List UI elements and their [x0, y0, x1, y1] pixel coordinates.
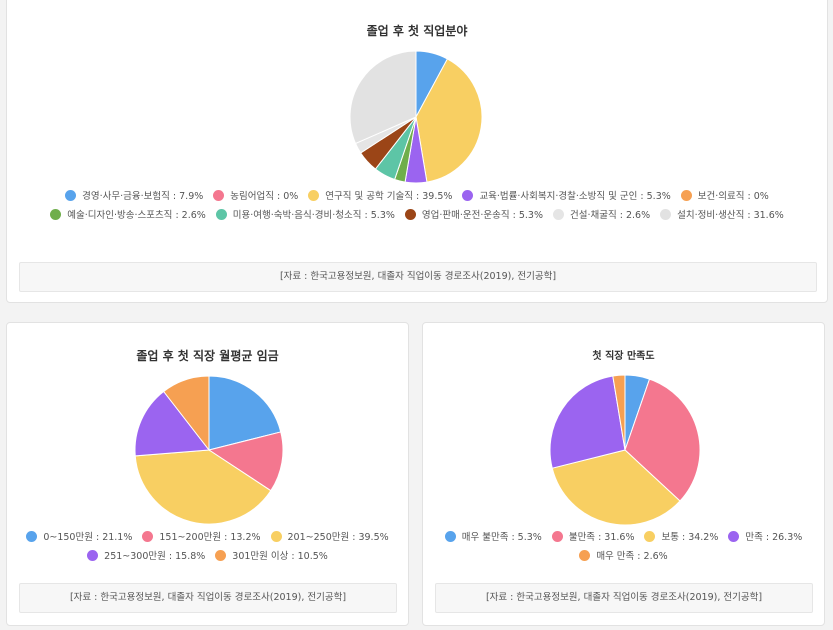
wage-legend: 0~150만원 : 21.1% 151~200만원 : 13.2% 201~250만…: [15, 528, 400, 566]
pie-slice-1: [207, 431, 284, 492]
satisfaction-pie: [549, 374, 701, 526]
legend-swatch-icon: [404, 209, 416, 220]
legend-swatch-icon: [644, 531, 656, 542]
legend-item-0: 경영·사무·금융·보험직 : 7.9%: [65, 187, 203, 206]
legend-swatch-icon: [65, 190, 77, 201]
legend-label: 불만족 : 31.6%: [568, 532, 635, 543]
legend-swatch-icon: [579, 550, 591, 561]
pie-slice-9: [349, 50, 417, 145]
legend-label: 251~300만원 : 15.8%: [104, 551, 206, 562]
occupation-pie: [349, 50, 483, 184]
legend-swatch-icon: [551, 531, 563, 542]
legend-item-9: 설치·정비·생산직 : 31.6%: [660, 206, 784, 225]
legend-swatch-icon: [142, 531, 154, 542]
legend-swatch-icon: [660, 209, 672, 220]
legend-label: 201~250만원 : 39.5%: [287, 532, 389, 543]
occupation-legend: 경영·사무·금융·보험직 : 7.9% 농림어업직 : 0% 연구직 및 공학 기술…: [15, 187, 819, 225]
legend-item-2: 연구직 및 공학 기술직 : 39.5%: [308, 187, 452, 206]
legend-label: 매우 불만족 : 5.3%: [461, 532, 542, 543]
legend-swatch-icon: [50, 209, 62, 220]
legend-swatch-icon: [215, 550, 227, 561]
chart-title: 졸업 후 첫 직업분야: [366, 24, 468, 38]
legend-item-1: 불만족 : 31.6%: [551, 528, 635, 547]
pie-slice-3: [134, 390, 210, 457]
legend-swatch-icon: [26, 531, 38, 542]
pie-slice-2: [551, 449, 681, 526]
legend-label: 농림어업직 : 0%: [230, 191, 299, 202]
legend-label: 301만원 이상 : 10.5%: [232, 551, 328, 562]
legend-label: 보통 : 34.2%: [661, 532, 719, 543]
legend-label: 매우 만족 : 2.6%: [596, 551, 668, 562]
chart-title: 첫 직장 만족도: [592, 351, 655, 362]
legend-item-4: 매우 만족 : 2.6%: [579, 547, 668, 566]
legend-swatch-icon: [213, 190, 225, 201]
legend-swatch-icon: [308, 190, 320, 201]
legend-item-2: 보통 : 34.2%: [644, 528, 718, 547]
legend-item-8: 건설·채굴직 : 2.6%: [553, 206, 650, 225]
pie-slice-3: [549, 375, 626, 469]
legend-item-2: 201~250만원 : 39.5%: [270, 528, 389, 547]
legend-label: 0~150만원 : 21.1%: [43, 532, 133, 543]
legend-swatch-icon: [553, 209, 565, 220]
pie-slice-4: [162, 375, 210, 452]
legend-label: 예술·디자인·방송·스포츠직 : 2.6%: [67, 210, 206, 221]
source-note: [자료 : 한국고용정보원, 대졸자 직업이동 경로조사(2019), 전기공학…: [19, 262, 817, 292]
pie-slice-0: [208, 375, 282, 451]
wage-pie: [134, 375, 284, 525]
pie-slice-2: [134, 449, 272, 525]
legend-label: 연구직 및 공학 기술직 : 39.5%: [325, 191, 453, 202]
legend-swatch-icon: [728, 531, 740, 542]
legend-label: 건설·채굴직 : 2.6%: [570, 210, 651, 221]
legend-swatch-icon: [270, 531, 282, 542]
pie-slice-1: [624, 378, 701, 502]
legend-item-6: 미용·여행·숙박·음식·경비·청소직 : 5.3%: [215, 206, 395, 225]
wage-chart-card: 졸업 후 첫 직장 월평균 임금 0~150만원 : 21.1% 151~200만…: [6, 322, 409, 626]
legend-label: 151~200만원 : 13.2%: [159, 532, 261, 543]
legend-item-0: 매우 불만족 : 5.3%: [444, 528, 542, 547]
source-note: [자료 : 한국고용정보원, 대졸자 직업이동 경로조사(2019), 전기공학…: [435, 583, 813, 613]
pie-slice-4: [612, 374, 626, 451]
legend-label: 보건·의료직 : 0%: [697, 191, 769, 202]
legend-item-1: 농림어업직 : 0%: [213, 187, 298, 206]
legend-label: 만족 : 26.3%: [745, 532, 803, 543]
legend-item-3: 교육·법률·사회복지·경찰·소방직 및 군인 : 5.3%: [462, 187, 671, 206]
satisfaction-legend: 매우 불만족 : 5.3% 불만족 : 31.6% 보통 : 34.2% 만족 : 2…: [431, 528, 816, 566]
legend-item-3: 만족 : 26.3%: [728, 528, 802, 547]
legend-swatch-icon: [215, 209, 227, 220]
legend-swatch-icon: [87, 550, 99, 561]
legend-label: 교육·법률·사회복지·경찰·소방직 및 군인 : 5.3%: [479, 191, 671, 202]
legend-item-7: 영업·판매·운전·운송직 : 5.3%: [404, 206, 544, 225]
legend-item-0: 0~150만원 : 21.1%: [26, 528, 132, 547]
chart-title: 졸업 후 첫 직장 월평균 임금: [136, 349, 279, 363]
legend-swatch-icon: [462, 190, 474, 201]
legend-swatch-icon: [444, 531, 456, 542]
legend-item-5: 예술·디자인·방송·스포츠직 : 2.6%: [50, 206, 206, 225]
legend-label: 미용·여행·숙박·음식·경비·청소직 : 5.3%: [232, 210, 395, 221]
satisfaction-chart-card: 첫 직장 만족도 매우 불만족 : 5.3% 불만족 : 31.6% 보통 : 34…: [422, 322, 825, 626]
legend-label: 경영·사무·금융·보험직 : 7.9%: [82, 191, 204, 202]
legend-swatch-icon: [680, 190, 692, 201]
occupation-chart-card: 졸업 후 첫 직업분야 경영·사무·금융·보험직 : 7.9% 농림어업직 : 0…: [6, 0, 828, 303]
source-note: [자료 : 한국고용정보원, 대졸자 직업이동 경로조사(2019), 전기공학…: [19, 583, 397, 613]
legend-item-4: 301만원 이상 : 10.5%: [215, 547, 328, 566]
legend-item-4: 보건·의료직 : 0%: [680, 187, 769, 206]
legend-label: 설치·정비·생산직 : 31.6%: [677, 210, 784, 221]
pie-slice-2: [415, 58, 483, 183]
legend-item-3: 251~300만원 : 15.8%: [87, 547, 205, 566]
legend-item-1: 151~200만원 : 13.2%: [142, 528, 261, 547]
legend-label: 영업·판매·운전·운송직 : 5.3%: [421, 210, 544, 221]
